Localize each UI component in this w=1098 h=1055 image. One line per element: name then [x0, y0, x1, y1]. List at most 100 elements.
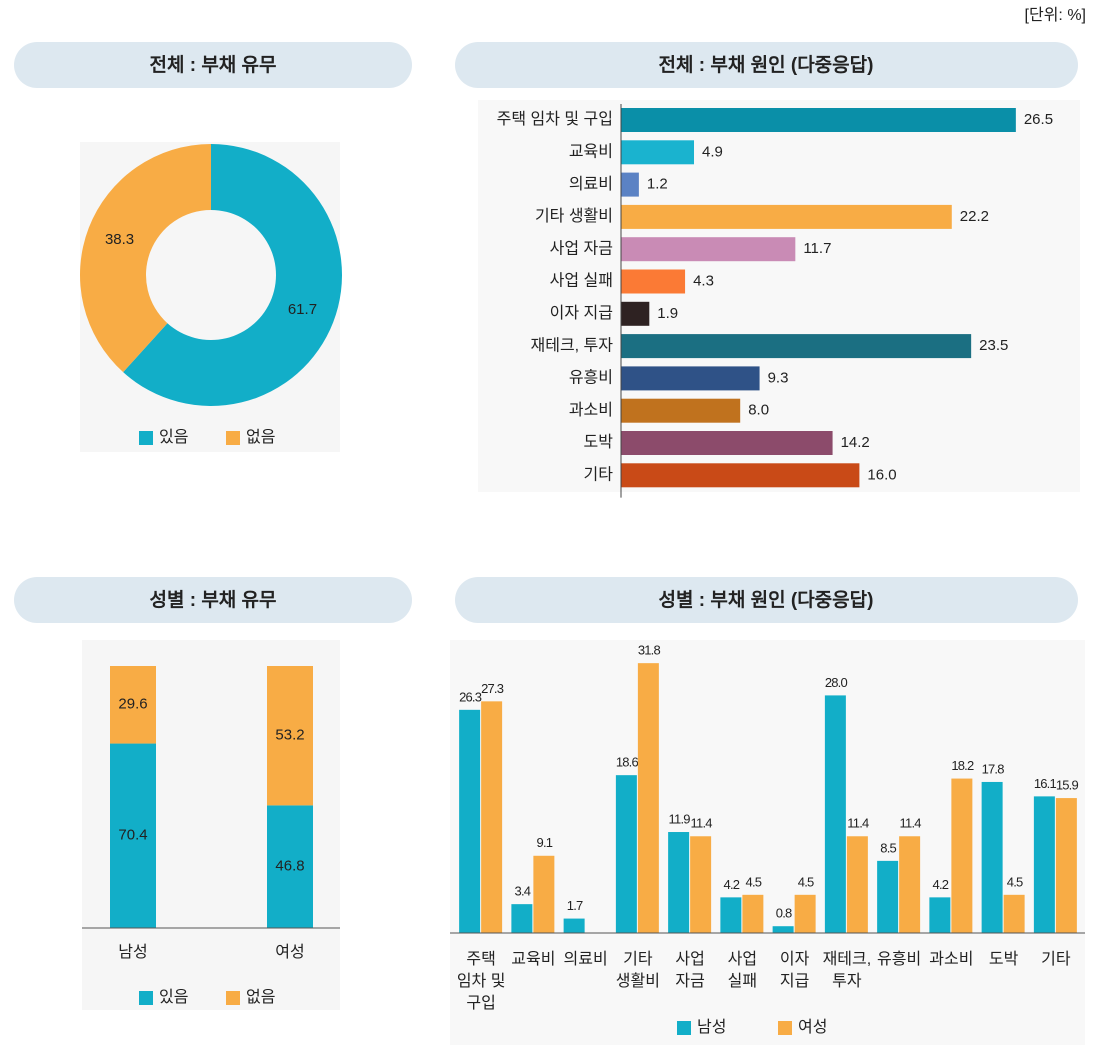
data-label: 70.4	[118, 827, 147, 844]
data-label: 11.4	[900, 816, 922, 831]
chart-title: 성별 : 부채 유무	[149, 589, 276, 611]
data-label: 28.0	[825, 675, 848, 690]
legend-label: 여성	[798, 1018, 827, 1036]
data-label: 18.2	[951, 758, 974, 773]
legend-swatch	[677, 1021, 691, 1035]
bar	[668, 832, 690, 933]
bar	[1033, 796, 1055, 933]
legend-swatch	[778, 1021, 792, 1035]
data-label: 31.8	[638, 643, 661, 658]
chart-title: 성별 : 부채 원인 (다중응답)	[659, 589, 874, 611]
legend-label: 없음	[246, 988, 275, 1006]
title-pill	[14, 42, 412, 88]
title-pill	[455, 577, 1078, 623]
data-label: 16.1	[1034, 776, 1057, 791]
bar	[742, 894, 764, 933]
data-label: 4.3	[693, 272, 714, 289]
x-tick-label: 사업 실패	[728, 950, 757, 990]
bar	[481, 701, 503, 933]
data-label: 8.0	[748, 402, 769, 419]
data-label: 14.2	[841, 434, 870, 451]
data-label: 22.2	[960, 208, 989, 225]
x-tick-label: 남성	[118, 943, 147, 961]
bar	[899, 836, 921, 933]
data-label: 4.5	[1007, 874, 1023, 889]
bar	[621, 301, 650, 326]
bar	[929, 897, 951, 933]
bar	[720, 897, 742, 933]
donut-slice	[79, 144, 211, 373]
y-tick-label: 교육비	[569, 143, 613, 161]
x-tick-label: 이자 지급	[780, 950, 810, 990]
x-tick-label: 여성	[275, 943, 304, 961]
bar	[637, 663, 659, 933]
data-label: 1.2	[647, 176, 668, 193]
y-tick-label: 재테크, 투자	[531, 336, 614, 354]
title-pill	[14, 577, 412, 623]
data-label: 4.2	[724, 877, 740, 892]
data-label: 11.9	[669, 811, 691, 826]
x-tick-label: 교육비	[511, 950, 555, 968]
legend-label: 있음	[159, 428, 188, 446]
panel	[450, 640, 1085, 1045]
bar	[1055, 798, 1077, 933]
data-label: 29.6	[118, 696, 147, 713]
data-label: 27.3	[481, 681, 504, 696]
data-label: 9.1	[537, 835, 553, 850]
data-label: 11.7	[803, 240, 831, 257]
y-tick-label: 의료비	[569, 175, 613, 193]
bar	[533, 855, 555, 933]
bar	[621, 431, 833, 455]
bar	[690, 836, 712, 933]
legend-label: 남성	[697, 1018, 726, 1036]
bar	[621, 108, 1016, 132]
bar	[877, 860, 899, 933]
bar-segment	[267, 805, 313, 928]
data-label: 4.2	[933, 877, 949, 892]
bar	[511, 904, 533, 933]
bar	[615, 775, 637, 933]
data-label: 0.8	[776, 906, 792, 921]
bar	[563, 918, 585, 933]
legend-swatch	[139, 431, 153, 445]
x-tick-label: 주택 임차 및 구입	[457, 950, 506, 1012]
x-tick-label: 유흥비	[877, 950, 921, 968]
bar-segment	[110, 743, 156, 928]
y-tick-label: 도박	[584, 433, 614, 451]
bar	[621, 334, 972, 359]
title-pill	[455, 42, 1078, 88]
bar	[621, 172, 639, 197]
legend-swatch	[226, 431, 240, 445]
data-label: 18.6	[616, 755, 639, 770]
bar	[621, 140, 695, 165]
data-label: 4.9	[702, 143, 723, 160]
bar	[772, 926, 794, 933]
bar	[824, 695, 846, 933]
x-tick-label: 과소비	[929, 950, 973, 968]
x-tick-label: 사업 자금	[675, 950, 704, 990]
data-label: 17.8	[982, 761, 1005, 776]
data-label: 38.3	[105, 231, 134, 248]
legend-swatch	[226, 991, 240, 1005]
y-tick-label: 기타	[584, 466, 614, 484]
bar	[846, 836, 868, 933]
data-label: 16.0	[867, 466, 896, 483]
legend-swatch	[139, 991, 153, 1005]
data-label: 26.5	[1024, 111, 1053, 128]
bar	[621, 237, 796, 262]
y-tick-label: 사업 실패	[550, 272, 613, 290]
data-label: 9.3	[768, 369, 789, 386]
data-label: 4.5	[746, 874, 762, 889]
x-tick-label: 기타	[1041, 950, 1071, 968]
data-label: 8.5	[880, 840, 896, 855]
panel	[478, 100, 1080, 492]
x-tick-label: 도박	[989, 950, 1019, 968]
data-label: 3.4	[515, 884, 531, 899]
x-tick-label: 재테크, 투자	[823, 950, 872, 990]
x-tick-label: 기타 생활비	[616, 950, 660, 990]
y-tick-label: 기타 생활비	[535, 207, 613, 225]
bar	[621, 463, 860, 488]
unit-label: [단위: %]	[1025, 6, 1086, 24]
data-label: 23.5	[979, 337, 1008, 354]
